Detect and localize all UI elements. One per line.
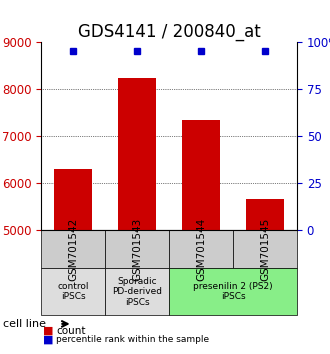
Bar	[118, 78, 156, 354]
FancyBboxPatch shape	[169, 268, 297, 315]
Text: GSM701544: GSM701544	[196, 217, 206, 281]
Text: GSM701545: GSM701545	[260, 217, 270, 281]
Text: control
iPSCs: control iPSCs	[57, 282, 89, 301]
Text: GSM701542: GSM701542	[68, 217, 78, 281]
Bar	[54, 169, 92, 354]
Text: ■: ■	[43, 335, 53, 345]
FancyBboxPatch shape	[41, 230, 105, 268]
Text: GSM701543: GSM701543	[132, 217, 142, 281]
FancyBboxPatch shape	[169, 230, 233, 268]
FancyBboxPatch shape	[105, 230, 169, 268]
Text: ■: ■	[43, 326, 53, 336]
FancyBboxPatch shape	[41, 268, 105, 315]
Text: cell line: cell line	[3, 319, 46, 329]
Title: GDS4141 / 200840_at: GDS4141 / 200840_at	[78, 23, 260, 41]
FancyBboxPatch shape	[105, 268, 169, 315]
Text: percentile rank within the sample: percentile rank within the sample	[56, 335, 209, 344]
Text: presenilin 2 (PS2)
iPSCs: presenilin 2 (PS2) iPSCs	[193, 282, 273, 301]
Text: Sporadic
PD-derived
iPSCs: Sporadic PD-derived iPSCs	[112, 277, 162, 307]
Bar	[246, 199, 284, 354]
FancyBboxPatch shape	[233, 230, 297, 268]
Text: count: count	[56, 326, 85, 336]
Bar	[182, 120, 220, 354]
